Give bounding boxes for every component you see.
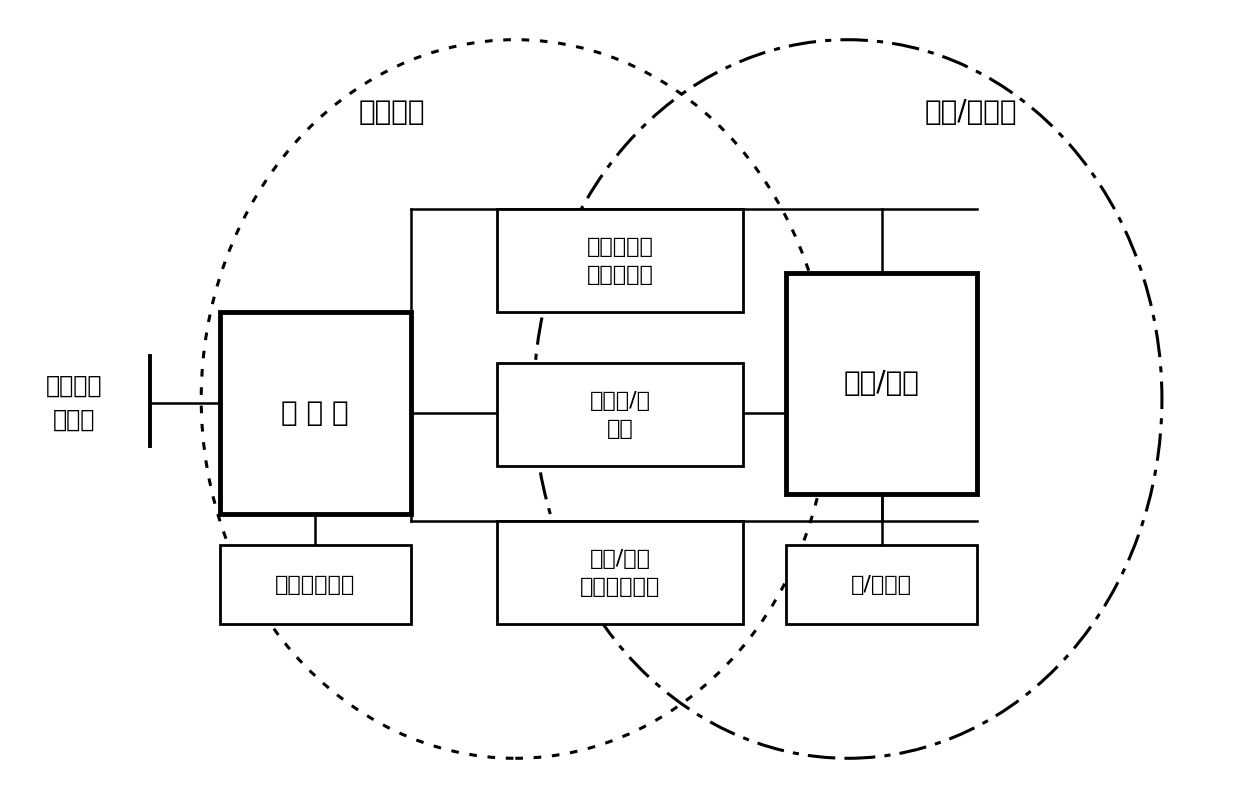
Text: 供冷/热系统: 供冷/热系统 [925, 97, 1017, 125]
FancyBboxPatch shape [497, 363, 743, 466]
Text: 外部电网
接入点: 外部电网 接入点 [46, 374, 103, 432]
Text: 供电系统: 供电系统 [358, 97, 425, 125]
Text: 供冷/热网
辅助电气设备: 供冷/热网 辅助电气设备 [580, 549, 660, 597]
FancyBboxPatch shape [497, 210, 743, 312]
Text: 供 电 网: 供 电 网 [281, 399, 348, 427]
FancyBboxPatch shape [786, 273, 977, 494]
Text: 冷热电联供
分布式电源: 冷热电联供 分布式电源 [587, 237, 653, 285]
Text: 冷/热负荷: 冷/热负荷 [851, 575, 913, 595]
FancyBboxPatch shape [219, 312, 410, 513]
FancyBboxPatch shape [786, 545, 977, 624]
Text: 供冷/热网: 供冷/热网 [843, 369, 920, 397]
Text: 其它用电负荷: 其它用电负荷 [275, 575, 356, 595]
Text: 电制冷/热
设备: 电制冷/热 设备 [589, 391, 651, 439]
FancyBboxPatch shape [497, 521, 743, 624]
FancyBboxPatch shape [219, 545, 410, 624]
